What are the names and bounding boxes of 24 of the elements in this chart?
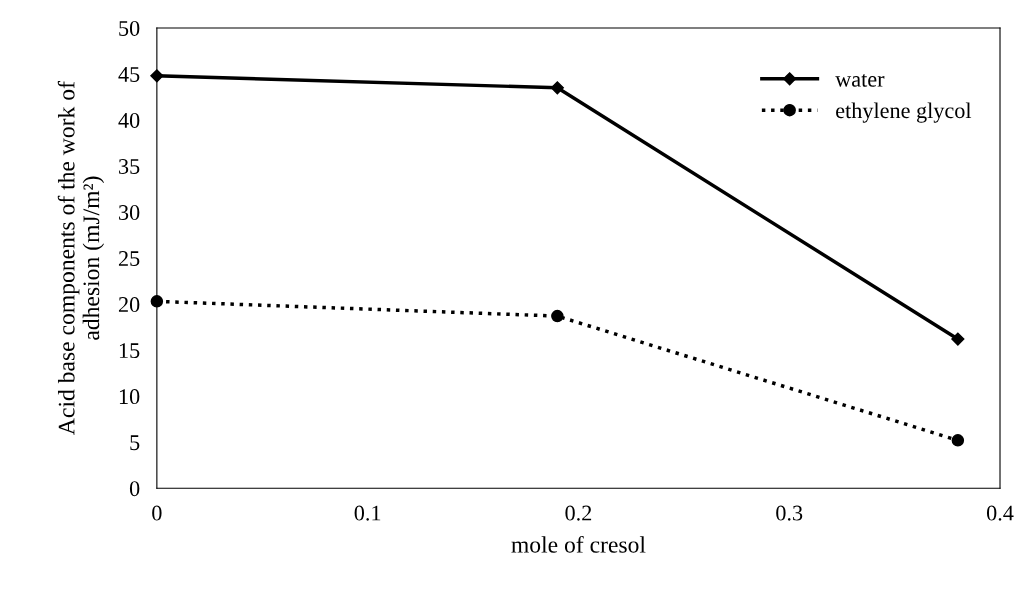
point: [951, 434, 965, 447]
x-tick-label: 0.1: [354, 505, 381, 521]
y-tick-label: 0: [129, 481, 140, 497]
point: [550, 81, 564, 95]
y-tick-label: 25: [118, 251, 140, 267]
x-axis-title: mole of cresol: [511, 535, 646, 553]
x-tick-label: 0: [152, 505, 162, 521]
x-tick-label: 0.4: [986, 505, 1014, 521]
y-tick-label: 15: [119, 343, 140, 359]
y-tick-label: 10: [119, 389, 140, 405]
y-tick-label: 30: [119, 205, 140, 220]
x-tick-label: 0.3: [776, 505, 803, 521]
y-axis-title: Acid base components of the work of adhesion (mJ/m²): [57, 81, 105, 435]
legend-label: ethylene glycol: [836, 102, 972, 123]
point: [951, 332, 965, 346]
y-tick-label: 35: [119, 159, 140, 174]
legend-label: water: [835, 74, 885, 87]
point: [551, 309, 564, 323]
y-tick-label: 45: [118, 67, 140, 82]
y-tick-label: 40: [118, 112, 140, 128]
x-tick-label: 0.2: [565, 505, 592, 521]
y-tick-label: 5: [130, 435, 140, 451]
y-tick-label: 20: [118, 297, 140, 313]
y-tick-label: 50: [119, 20, 140, 36]
